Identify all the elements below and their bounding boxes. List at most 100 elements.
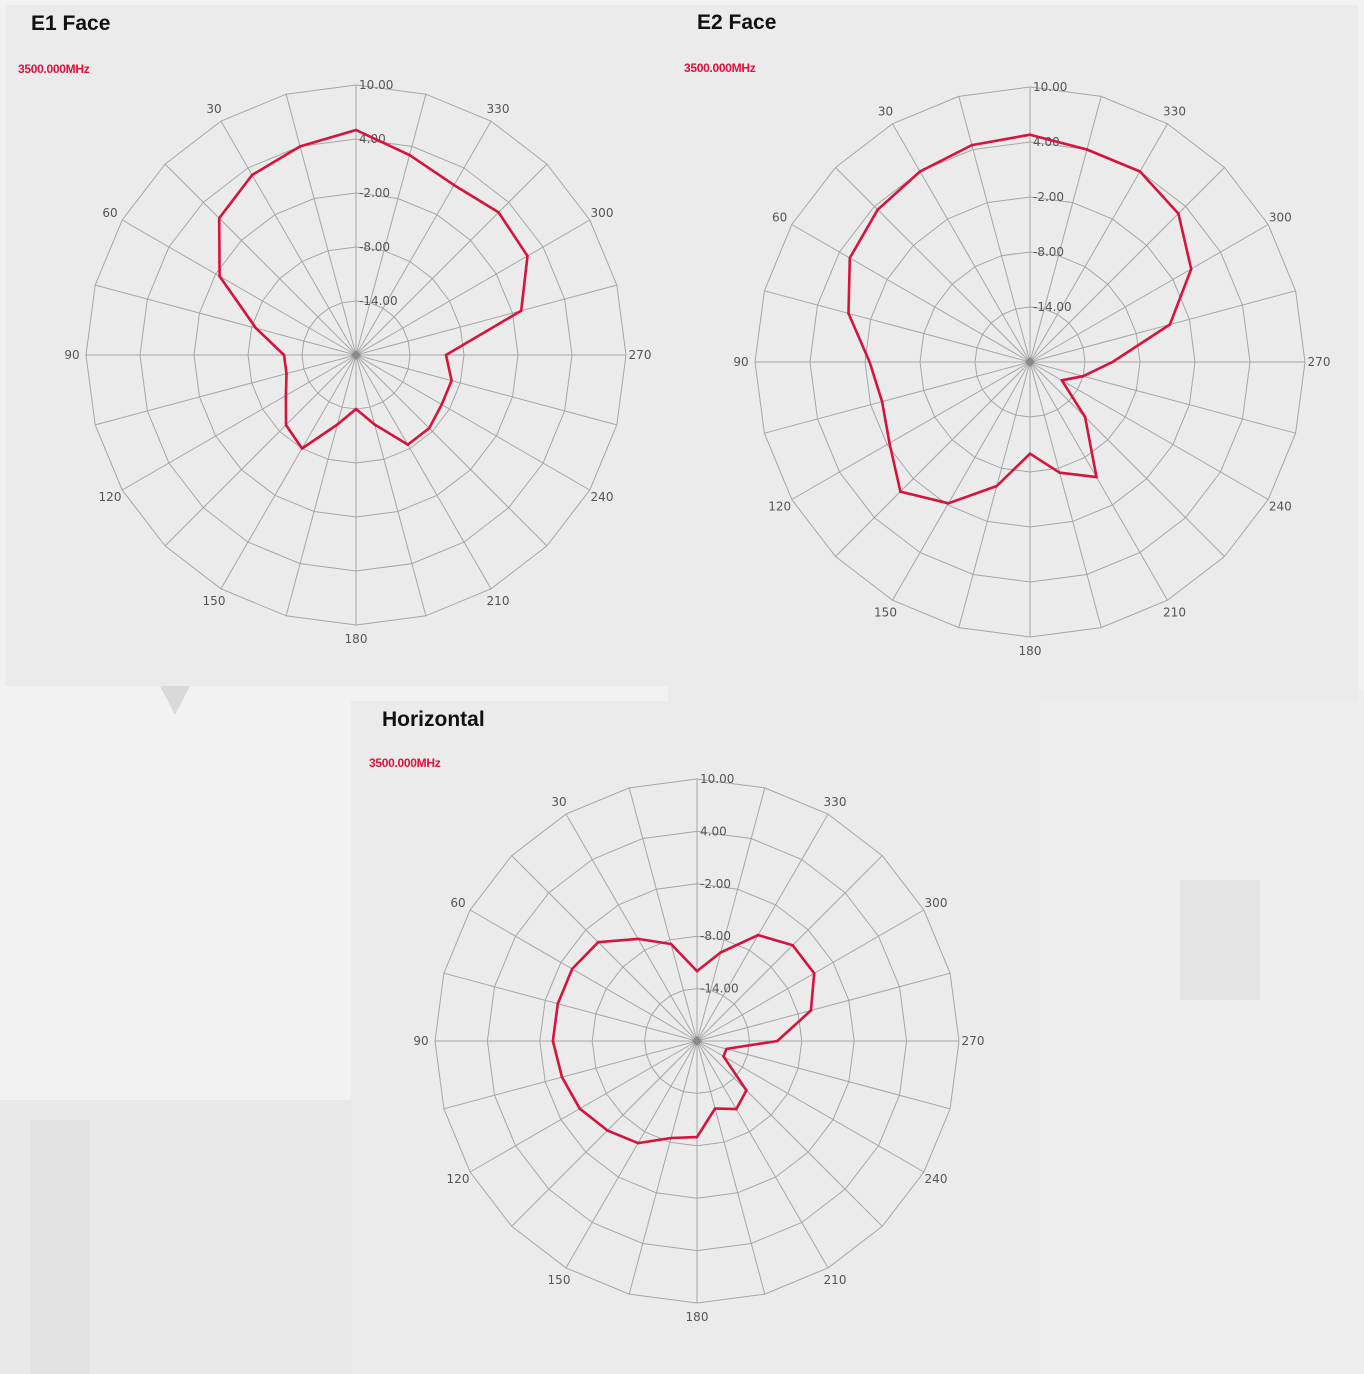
angle-tick-label: 240	[1269, 500, 1292, 514]
grid-spoke	[285, 94, 357, 356]
grid-spoke	[958, 361, 1031, 628]
data-point	[1168, 323, 1172, 326]
grid-spoke	[355, 163, 548, 356]
grid-spoke	[121, 354, 357, 491]
data-point	[300, 447, 304, 450]
data-point	[452, 183, 456, 187]
angle-tick-label: 120	[447, 1172, 470, 1186]
angle-tick-label: 330	[487, 102, 510, 116]
grid-spoke	[565, 813, 698, 1042]
angle-tick-label: 150	[874, 605, 897, 619]
chart-title: E1 Face	[31, 12, 111, 35]
grid-spoke	[355, 284, 617, 356]
data-point	[713, 1107, 717, 1110]
angle-tick-label: 60	[102, 206, 117, 220]
grid-spoke	[285, 354, 357, 616]
data-point	[354, 407, 358, 411]
polar-grid	[754, 86, 1306, 638]
angle-tick-label: 270	[1308, 355, 1331, 369]
data-point	[722, 1055, 725, 1058]
data-point	[776, 1039, 779, 1043]
radial-tick-label: -14.00	[700, 982, 739, 996]
grid-spoke	[355, 94, 427, 356]
radial-tick-label: -8.00	[359, 240, 390, 254]
frequency-label: 3500.000MHz	[18, 62, 90, 76]
grid-spoke	[355, 219, 591, 356]
data-point	[1177, 212, 1180, 215]
data-point	[669, 1136, 673, 1140]
data-point	[1028, 133, 1032, 136]
grid-spoke	[565, 1040, 698, 1269]
grid-spoke	[791, 224, 1031, 363]
grid-spoke	[1029, 361, 1296, 434]
angle-tick-label: 300	[1269, 211, 1292, 225]
grid-spoke	[443, 1040, 698, 1110]
angle-tick-label: 90	[64, 348, 79, 362]
data-point	[519, 309, 523, 313]
horizontal-polar-chart: 10.00 4.00 -2.00 -8.00 -14.00 30 60 90 120 150 180…	[413, 772, 985, 1324]
radial-tick-label: 10.00	[359, 78, 393, 92]
angle-tick-label: 300	[925, 896, 948, 910]
radial-tick-label: -8.00	[700, 929, 731, 943]
grid-spoke	[1029, 361, 1269, 500]
angle-tick-label: 270	[962, 1034, 985, 1048]
grid-spoke	[696, 855, 883, 1042]
grid-spoke	[1029, 361, 1225, 557]
angle-tick-label: 210	[487, 594, 510, 608]
grid-spoke	[696, 1040, 766, 1295]
angle-tick-label: 120	[99, 490, 122, 504]
data-point	[596, 940, 600, 944]
grid-spoke	[764, 290, 1031, 363]
data-point	[745, 1089, 748, 1092]
grid-spoke	[220, 354, 357, 590]
angle-tick-label: 120	[768, 500, 791, 514]
polar-grid	[434, 778, 960, 1304]
grid-spoke	[95, 284, 357, 356]
data-point	[282, 353, 286, 357]
e1-face-panel: E1 Face 3500.000MHz 10.00 4.00 -2.00 -8.00-…	[5, 5, 668, 686]
data-point	[497, 211, 500, 214]
data-point	[606, 1129, 609, 1132]
grid-spoke	[355, 354, 617, 426]
data-point	[336, 423, 339, 426]
grid-spoke	[696, 813, 829, 1042]
data-point	[250, 173, 254, 177]
data-point	[1138, 170, 1142, 173]
data-point	[636, 937, 640, 941]
radial-tick-label: -2.00	[359, 186, 390, 200]
data-point	[373, 423, 376, 426]
grid-spoke	[628, 787, 698, 1042]
grid-spoke	[1029, 123, 1168, 363]
radial-tick-label: 10.00	[1033, 80, 1067, 94]
data-point	[406, 443, 410, 446]
grid-spoke	[835, 361, 1031, 557]
grid-spoke	[696, 1040, 925, 1173]
data-point	[848, 256, 852, 260]
angle-tick-label: 30	[206, 102, 221, 116]
data-point	[719, 951, 722, 954]
data-point	[1028, 452, 1032, 456]
grid-spoke	[892, 361, 1031, 601]
radial-tick-label: -14.00	[359, 294, 398, 308]
radial-tick-label: -8.00	[1033, 245, 1064, 259]
data-point	[1060, 379, 1064, 382]
data-point	[636, 1141, 640, 1145]
data-point	[551, 1039, 555, 1043]
angle-tick-label: 270	[629, 348, 652, 362]
angle-tick-label: 240	[925, 1172, 948, 1186]
grid-spoke	[469, 1040, 698, 1173]
grid-spoke	[696, 1040, 883, 1227]
data-point	[970, 143, 974, 147]
angle-tick-label: 330	[824, 795, 847, 809]
data-point	[812, 972, 816, 975]
data-point	[1189, 267, 1193, 271]
angle-tick-label: 180	[686, 1310, 709, 1324]
grid-spoke	[220, 120, 357, 356]
e2-face-panel: E2 Face 3500.000MHz 10.00 4.00 -2.00 -8.00-…	[668, 5, 1358, 701]
angle-tick-label: 90	[733, 355, 748, 369]
grid-spoke	[355, 354, 591, 491]
data-point	[284, 423, 288, 427]
data-point	[217, 216, 221, 220]
grid-spoke	[1029, 167, 1225, 363]
data-point	[526, 254, 529, 258]
